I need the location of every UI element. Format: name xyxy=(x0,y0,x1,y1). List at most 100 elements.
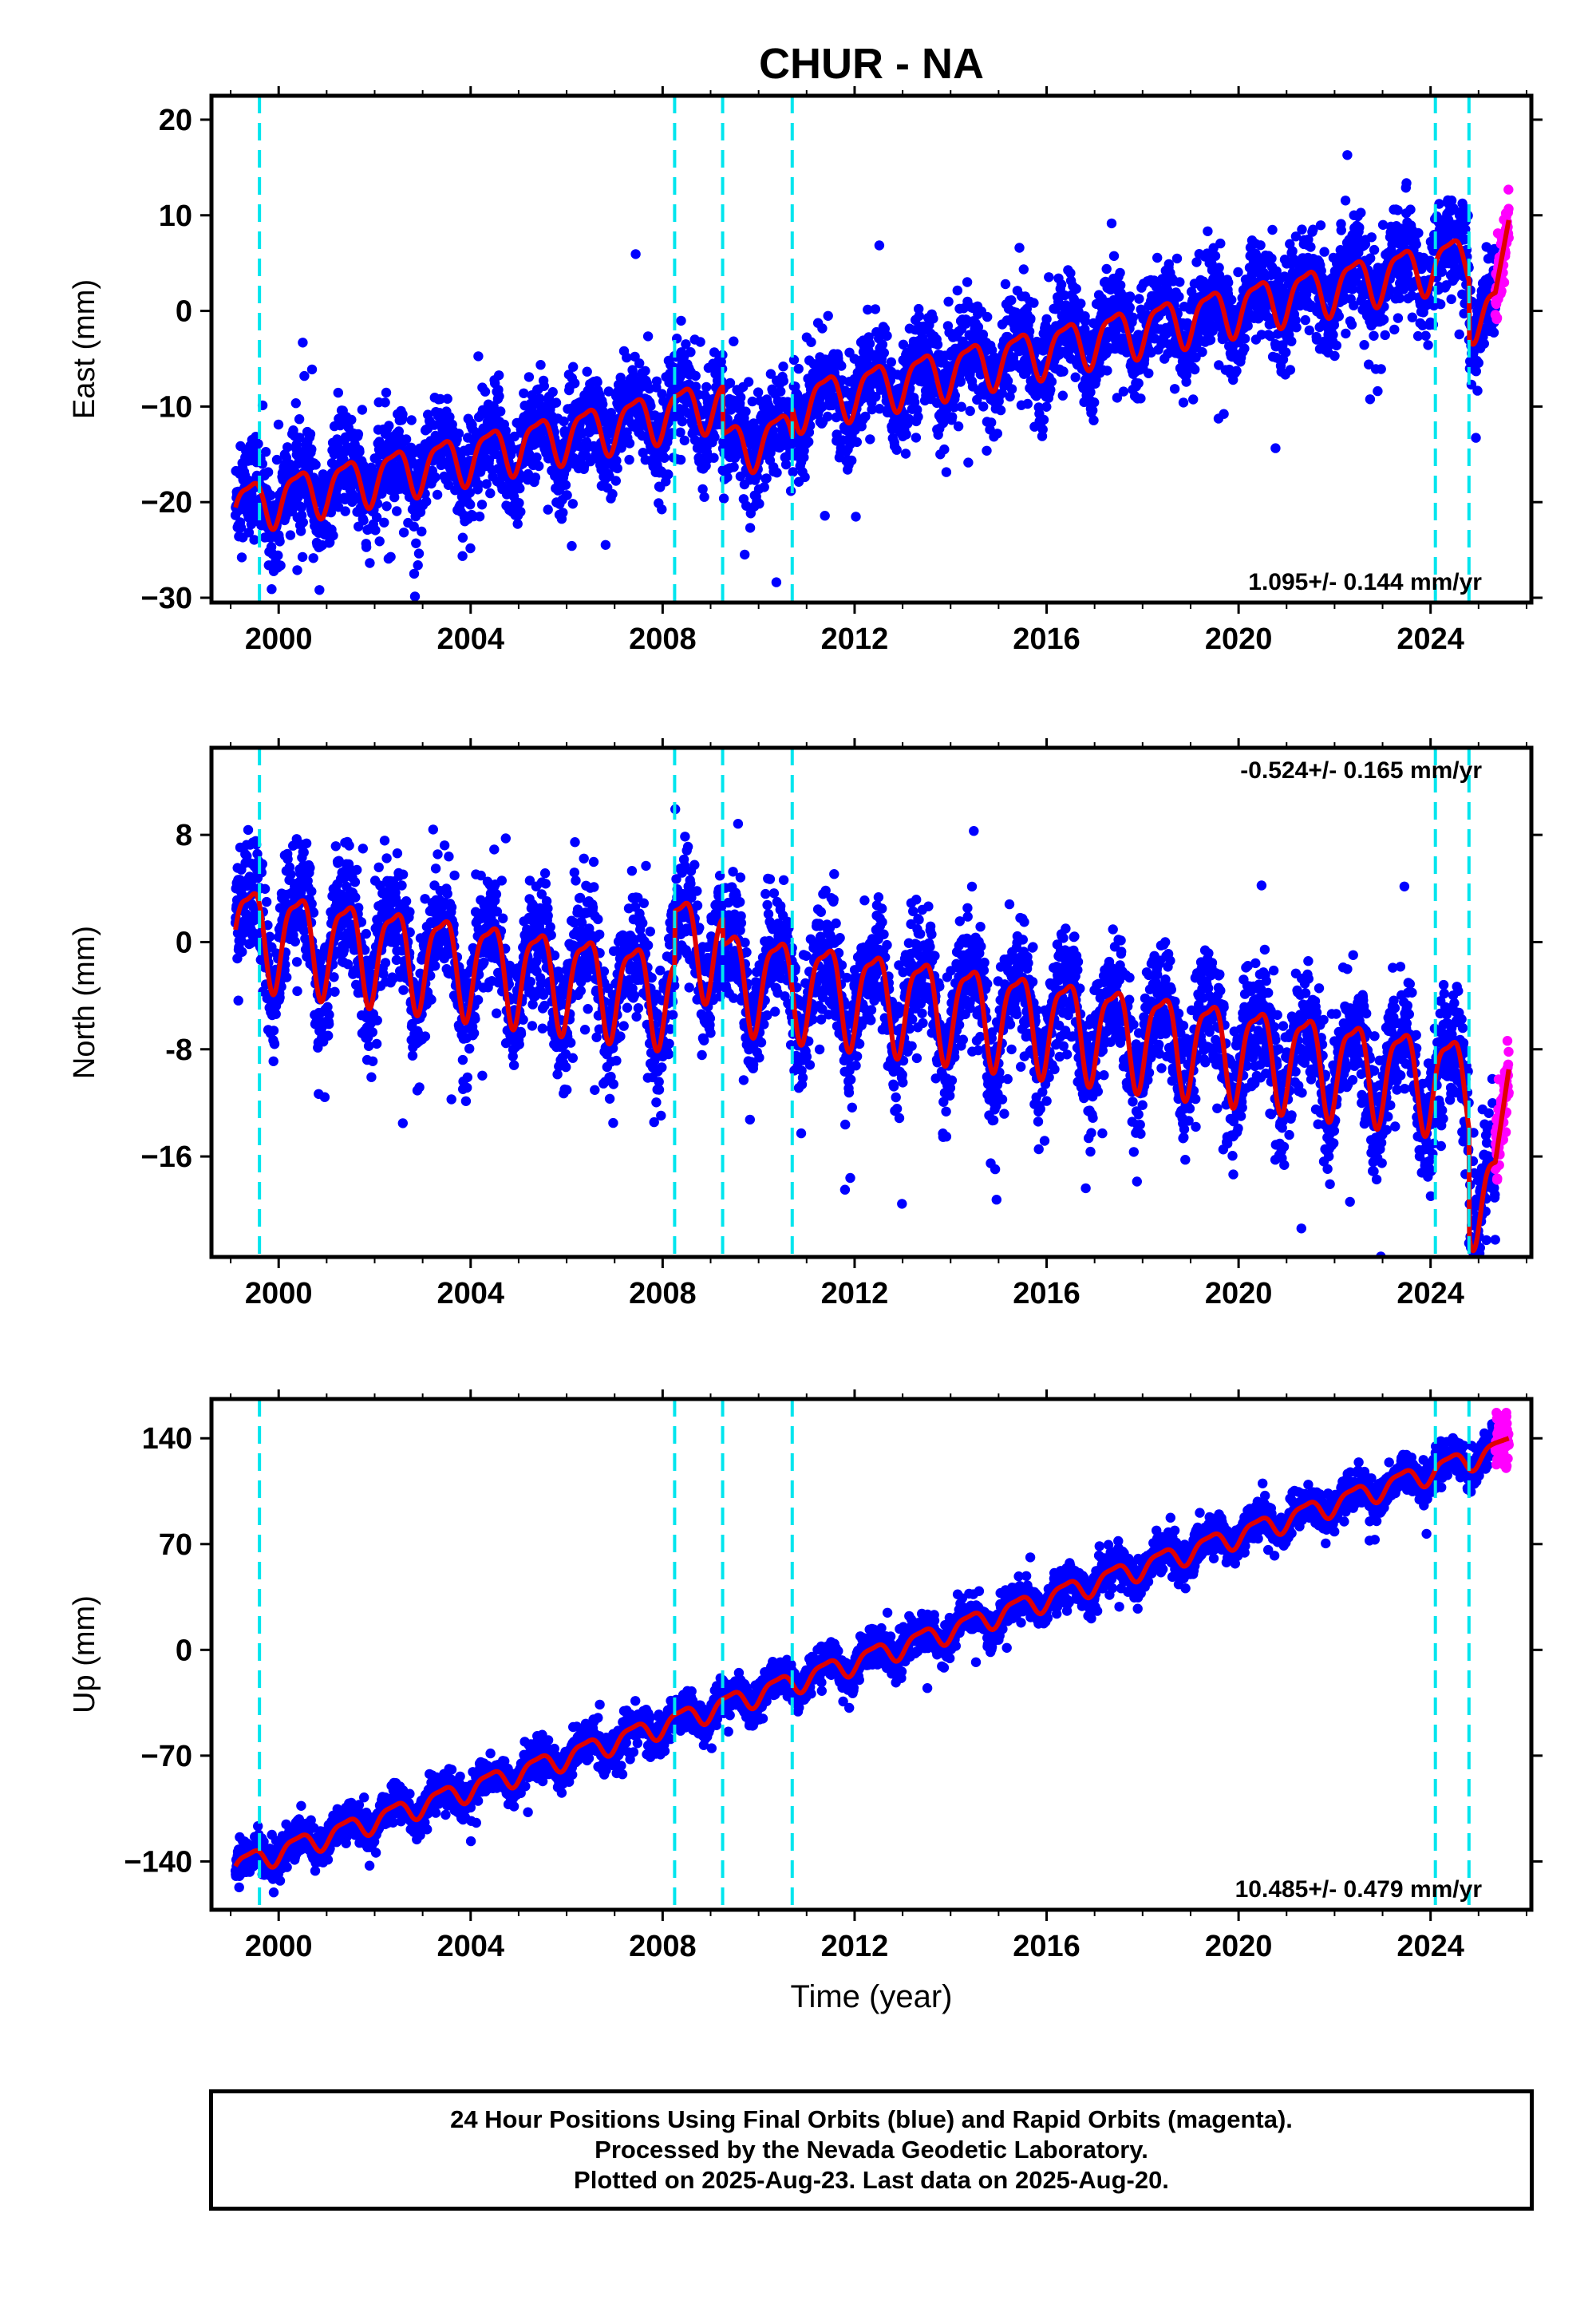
data-point xyxy=(346,414,357,425)
data-point xyxy=(630,249,641,259)
data-point xyxy=(701,381,712,393)
data-point xyxy=(1411,239,1421,250)
data-point xyxy=(381,387,392,398)
data-point xyxy=(603,386,614,397)
data-point xyxy=(657,504,667,515)
data-point xyxy=(494,370,504,381)
data-point xyxy=(817,323,828,334)
data-point xyxy=(741,406,751,417)
data-point xyxy=(1306,242,1316,252)
data-point xyxy=(1389,324,1400,335)
data-point xyxy=(1436,267,1448,277)
data-point xyxy=(464,488,475,498)
data-point xyxy=(1380,330,1390,341)
data-point xyxy=(411,538,421,548)
data-point xyxy=(535,393,545,404)
data-point xyxy=(1175,277,1185,287)
data-point xyxy=(1041,314,1052,324)
data-point xyxy=(273,419,284,430)
data-point xyxy=(444,412,455,422)
data-point xyxy=(1044,272,1054,283)
data-point xyxy=(612,463,622,474)
data-point xyxy=(913,412,923,422)
data-point xyxy=(1340,196,1351,206)
data-point xyxy=(1366,232,1377,243)
x-tick-label: 2012 xyxy=(821,622,889,656)
data-point xyxy=(1124,302,1136,313)
data-point xyxy=(864,338,875,349)
data-point xyxy=(992,429,1003,439)
data-point xyxy=(436,454,447,465)
data-point xyxy=(1102,366,1112,376)
data-point xyxy=(709,453,719,463)
data-point xyxy=(297,551,308,563)
data-point xyxy=(870,304,881,314)
data-point xyxy=(1219,409,1229,419)
data-point xyxy=(793,363,804,374)
data-point xyxy=(243,528,255,538)
data-point xyxy=(1058,366,1069,377)
data-point xyxy=(598,399,608,409)
data-point xyxy=(1266,253,1277,264)
data-point xyxy=(514,498,524,508)
data-point xyxy=(622,352,632,363)
data-point xyxy=(616,442,626,453)
data-point xyxy=(357,405,368,415)
data-point xyxy=(1128,312,1139,322)
data-point xyxy=(567,540,577,551)
data-point xyxy=(982,445,992,456)
data-point xyxy=(266,490,276,500)
data-point xyxy=(453,429,464,439)
data-point xyxy=(1210,251,1221,261)
data-point xyxy=(1342,150,1353,160)
data-point xyxy=(932,339,943,350)
data-point xyxy=(1369,244,1380,255)
data-point xyxy=(677,416,688,427)
data-point xyxy=(299,370,310,381)
data-point xyxy=(582,366,592,377)
data-point xyxy=(535,360,546,370)
data-point xyxy=(1181,370,1192,380)
data-point xyxy=(435,393,445,405)
data-point xyxy=(1270,443,1281,453)
data-point xyxy=(271,454,282,465)
data-point xyxy=(500,425,511,436)
data-point xyxy=(1188,394,1199,405)
data-point xyxy=(543,504,553,515)
data-point xyxy=(519,388,529,398)
velocity-label: 1.095+/- 0.144 mm/yr xyxy=(1248,569,1482,595)
data-point xyxy=(891,445,902,455)
data-point xyxy=(729,336,739,346)
data-point xyxy=(943,296,954,307)
data-point xyxy=(1297,224,1307,235)
data-point xyxy=(1041,401,1052,412)
data-point xyxy=(1472,385,1483,396)
data-point xyxy=(568,362,579,372)
data-point xyxy=(515,483,525,494)
y-tick-label: −30 xyxy=(141,582,192,615)
data-point xyxy=(292,565,302,575)
panel-north: 2000 2004 2008 2012 2016 2020 2024−16-808North… xyxy=(68,738,1543,1310)
y-tick-label: 10 xyxy=(159,200,192,233)
data-point xyxy=(1503,204,1514,214)
data-point xyxy=(512,519,523,529)
data-point xyxy=(820,511,830,521)
data-point xyxy=(1281,347,1291,358)
data-point xyxy=(494,391,504,401)
data-point xyxy=(952,285,963,296)
data-point xyxy=(385,551,396,562)
data-point xyxy=(634,358,645,369)
data-point xyxy=(1331,340,1342,351)
data-point xyxy=(328,530,338,541)
data-point xyxy=(1029,298,1039,308)
data-point xyxy=(1197,346,1207,358)
data-point xyxy=(1190,364,1200,375)
plot-area-north xyxy=(230,748,1514,1257)
data-point xyxy=(1006,295,1017,306)
data-point xyxy=(523,372,535,382)
data-point xyxy=(822,411,833,422)
data-point xyxy=(1488,327,1499,338)
data-point xyxy=(1499,277,1510,288)
data-point xyxy=(718,493,729,504)
data-point xyxy=(1328,330,1338,340)
